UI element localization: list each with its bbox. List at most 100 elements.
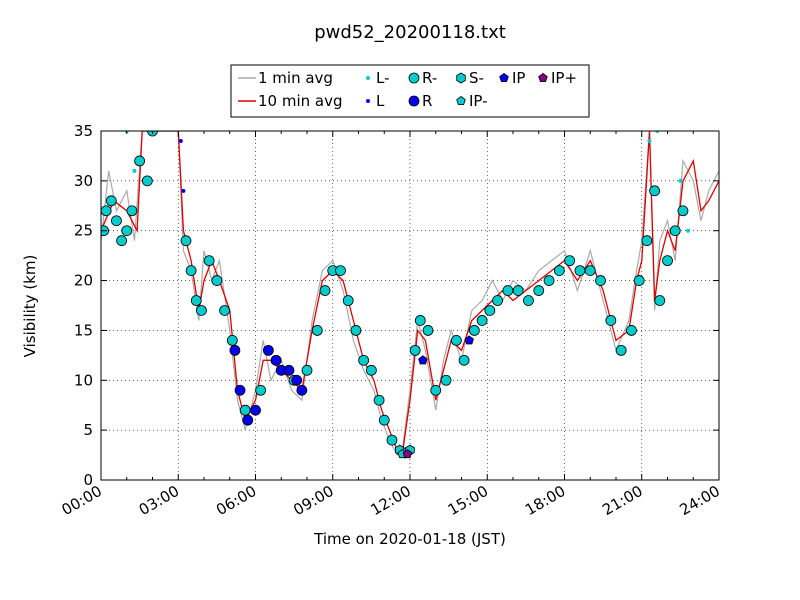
legend-label: IP- bbox=[469, 92, 488, 110]
marker-rminus bbox=[615, 344, 627, 356]
marker-rminus bbox=[564, 255, 576, 267]
marker-rminus bbox=[649, 185, 661, 197]
legend-label: L bbox=[376, 92, 385, 110]
legend-box bbox=[230, 64, 590, 118]
marker-rminus bbox=[126, 205, 138, 217]
x-tick-label: 21:00 bbox=[599, 482, 645, 519]
marker-rminus bbox=[116, 235, 127, 247]
y-tick-label: 25 bbox=[74, 222, 93, 240]
x-tick-label: 09:00 bbox=[290, 482, 336, 519]
legend-swatch bbox=[456, 96, 466, 105]
marker-rminus bbox=[523, 295, 534, 306]
marker-rminus bbox=[633, 275, 645, 286]
legend-swatch bbox=[366, 76, 370, 80]
marker-rminus bbox=[440, 374, 452, 386]
marker-rminus bbox=[626, 325, 637, 336]
x-tick-label: 15:00 bbox=[445, 482, 491, 519]
chart-title: pwd52_20200118.txt bbox=[314, 22, 506, 43]
marker-r bbox=[234, 384, 246, 396]
legend-label: 10 min avg bbox=[258, 92, 343, 110]
marker-rminus bbox=[662, 255, 673, 267]
marker-r bbox=[270, 354, 282, 366]
y-tick-label: 15 bbox=[74, 321, 93, 339]
marker-rminus bbox=[553, 265, 565, 277]
marker-rminus bbox=[386, 434, 398, 446]
marker-rminus bbox=[422, 325, 434, 336]
marker-rminus bbox=[605, 315, 617, 326]
marker-rminus bbox=[409, 344, 421, 356]
legend-swatch bbox=[366, 99, 370, 103]
marker-r bbox=[283, 364, 295, 376]
marker-rminus bbox=[414, 315, 426, 326]
marker-rminus bbox=[373, 394, 385, 406]
marker-r bbox=[229, 344, 241, 356]
marker-rminus bbox=[342, 295, 354, 306]
marker-lminus bbox=[686, 228, 691, 233]
marker-rminus bbox=[365, 364, 377, 376]
marker-r bbox=[250, 404, 261, 416]
marker-rminus bbox=[677, 205, 689, 217]
legend-label: IP+ bbox=[551, 69, 577, 87]
marker-rminus bbox=[512, 285, 524, 296]
plot-area bbox=[100, 130, 720, 481]
marker-rminus bbox=[190, 295, 202, 306]
marker-ip bbox=[464, 335, 474, 345]
legend: 1 min avg 10 min avg L- L R- R S- IP- IP IP+ bbox=[230, 64, 590, 118]
marker-rminus bbox=[595, 275, 606, 286]
x-tick-label: 12:00 bbox=[368, 482, 414, 519]
marker-rminus bbox=[543, 275, 555, 286]
marker-rminus bbox=[101, 205, 112, 217]
legend-swatch bbox=[499, 73, 509, 82]
x-tick-label: 24:00 bbox=[677, 482, 723, 519]
marker-rminus bbox=[502, 285, 514, 296]
marker-lminus bbox=[678, 178, 683, 183]
legend-swatch bbox=[456, 72, 466, 84]
marker-rminus bbox=[584, 265, 596, 277]
marker-l bbox=[178, 138, 183, 143]
marker-l bbox=[181, 188, 186, 193]
marker-rminus bbox=[492, 295, 503, 306]
y-tick-label: 5 bbox=[83, 421, 93, 439]
marker-rminus bbox=[141, 175, 153, 187]
legend-label: L- bbox=[376, 69, 390, 87]
marker-rminus bbox=[378, 414, 390, 426]
marker-rminus bbox=[219, 305, 231, 316]
marker-rminus bbox=[458, 354, 470, 366]
marker-rminus bbox=[239, 404, 251, 416]
marker-rminus bbox=[301, 364, 313, 376]
marker-rminus bbox=[255, 384, 267, 396]
legend-label: 1 min avg bbox=[258, 69, 333, 87]
y-tick-label: 30 bbox=[74, 172, 93, 190]
legend-label: R bbox=[422, 92, 432, 110]
y-axis-label: Visibility (km) bbox=[21, 255, 39, 358]
marker-rminus bbox=[430, 384, 442, 396]
marker-ipplus bbox=[402, 449, 413, 459]
marker-rminus bbox=[211, 275, 223, 286]
marker-rminus bbox=[111, 215, 122, 227]
legend-swatch bbox=[408, 95, 420, 107]
marker-lminus bbox=[647, 138, 652, 143]
marker-rminus bbox=[654, 295, 666, 306]
marker-rminus bbox=[311, 325, 323, 336]
y-tick-label: 35 bbox=[74, 122, 93, 140]
marker-rminus bbox=[121, 225, 133, 237]
x-tick-label: 00:00 bbox=[59, 482, 105, 519]
marker-rminus bbox=[669, 225, 681, 237]
marker-rminus bbox=[335, 265, 346, 277]
marker-r bbox=[291, 374, 303, 386]
marker-rminus bbox=[185, 265, 197, 277]
plot-background bbox=[101, 131, 719, 480]
marker-r bbox=[296, 384, 308, 396]
marker-rminus bbox=[196, 305, 207, 316]
y-tick-label: 20 bbox=[74, 272, 93, 290]
legend-label: S- bbox=[469, 69, 484, 87]
y-tick-label: 0 bbox=[83, 471, 93, 489]
x-axis-label: Time on 2020-01-18 (JST) bbox=[313, 530, 506, 548]
marker-rminus bbox=[134, 155, 146, 167]
legend-swatch bbox=[408, 72, 420, 84]
marker-r bbox=[262, 344, 274, 356]
marker-lminus bbox=[132, 168, 137, 173]
marker-rminus bbox=[203, 255, 215, 267]
legend-label: R- bbox=[422, 69, 437, 87]
